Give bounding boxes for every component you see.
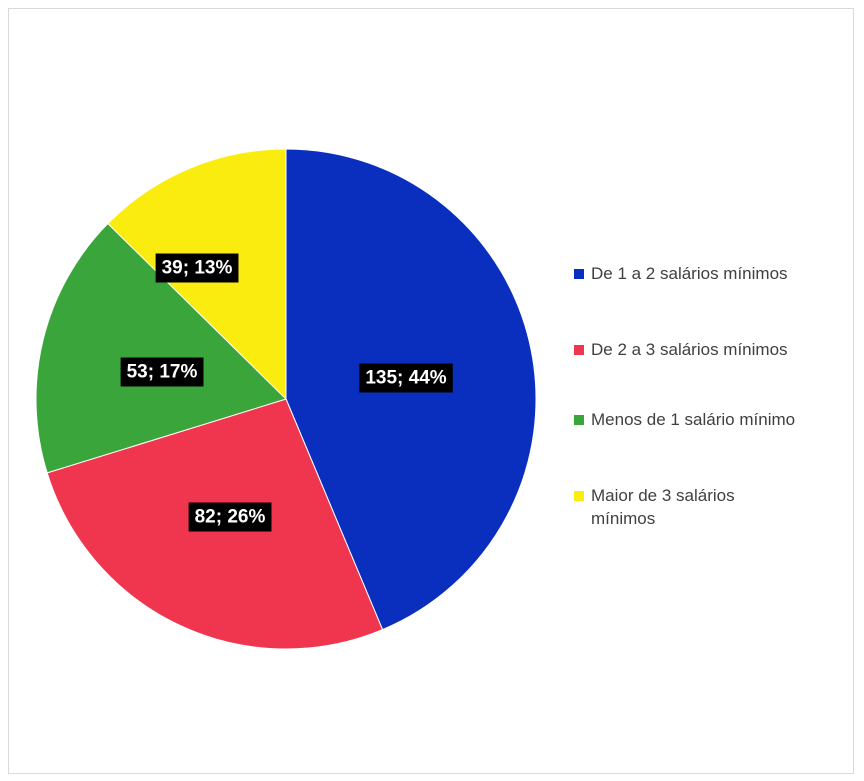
legend-label: De 2 a 3 salários mínimos [591, 340, 788, 359]
legend-label: De 1 a 2 salários mínimos [591, 264, 788, 283]
legend-swatch-maior-de-3 [574, 491, 584, 501]
legend-item-menos-de-1: Menos de 1 salário mínimo [574, 408, 856, 431]
data-label-text: 82; 26% [195, 507, 266, 528]
legend-swatch-de-2-a-3 [574, 345, 584, 355]
legend-label: Maior de 3 salários mínimos [591, 486, 735, 528]
legend-swatch-menos-de-1 [574, 415, 584, 425]
legend-item-maior-de-3: Maior de 3 salários mínimos [574, 484, 774, 530]
data-label-1: 82; 26% [188, 502, 272, 532]
data-label-2: 53; 17% [120, 357, 204, 387]
legend-swatch-de-1-a-2 [574, 269, 584, 279]
legend-item-de-1-a-2: De 1 a 2 salários mínimos [574, 262, 856, 285]
legend-label: Menos de 1 salário mínimo [591, 410, 796, 429]
data-label-text: 53; 17% [127, 362, 198, 383]
data-label-3: 39; 13% [155, 253, 239, 283]
legend-item-de-2-a-3: De 2 a 3 salários mínimos [574, 338, 856, 361]
pie-slice-2 [35, 222, 287, 474]
data-label-text: 135; 44% [365, 368, 446, 389]
data-label-box [188, 502, 272, 532]
data-label-box [155, 253, 239, 283]
data-label-0: 135; 44% [359, 363, 453, 393]
data-label-text: 39; 13% [162, 258, 233, 279]
data-label-box [120, 357, 204, 387]
data-label-box [359, 363, 453, 393]
